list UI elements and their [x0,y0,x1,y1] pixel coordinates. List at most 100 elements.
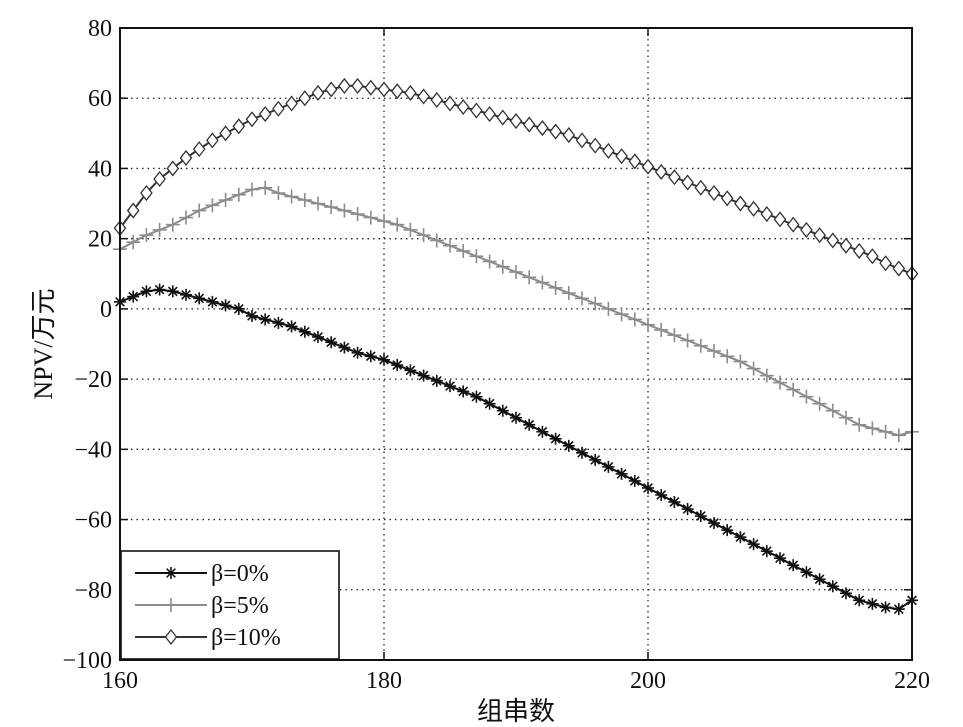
data-point [363,210,378,225]
data-point [642,481,654,494]
data-point [826,232,840,249]
data-point [285,320,298,333]
data-point [469,249,484,264]
data-point [786,216,800,233]
data-point [338,77,351,94]
data-point [232,118,246,135]
legend-item: β=5% [135,593,269,619]
data-point [826,580,839,593]
plot-frame [119,27,913,661]
data-point [337,203,352,218]
data-point [787,559,800,572]
data-point [483,105,496,123]
data-point [668,496,681,508]
data-point [417,88,430,105]
y-axis-label: NPV/万元 [29,288,58,399]
data-point [561,286,576,301]
data-point [536,425,549,438]
data-point [284,189,299,204]
data-point [892,603,905,616]
data-point [219,125,232,142]
data-point [800,566,813,579]
data-point [298,325,311,338]
data-point [364,350,377,363]
data-point [496,109,510,126]
data-point [575,132,589,149]
data-point [523,418,536,431]
data-point [747,538,760,551]
data-point [127,290,140,303]
data-point [258,180,273,195]
data-point [773,211,787,228]
y-tick-label: −80 [74,578,112,604]
y-tick-label: 0 [100,297,112,323]
data-point [457,385,470,398]
data-point [667,328,682,343]
data-point [839,410,853,425]
data-point [140,285,153,298]
data-point [721,524,734,537]
data-point [681,174,694,191]
data-point [852,417,867,432]
data-point [285,95,298,112]
x-tick-label: 160 [102,668,138,694]
data-point [614,307,629,322]
data-point [443,238,457,253]
data-point [825,403,840,418]
data-point [562,439,575,452]
data-point [140,184,153,202]
data-point [734,195,747,212]
data-point [707,184,721,202]
data-point [800,221,813,238]
data-point [655,488,668,501]
data-point [602,460,615,473]
data-point [470,390,483,403]
data-point [297,193,312,208]
data-point [152,222,167,237]
data-point [734,531,747,544]
data-point [693,338,708,353]
data-point [126,202,140,219]
data-point [404,84,417,102]
data-point [298,90,312,107]
y-tick-label: 60 [88,86,112,112]
legend-item: β=0% [135,561,269,587]
data-point [482,254,497,269]
data-point [708,517,720,530]
x-tick-label: 220 [894,668,930,694]
data-point [509,265,523,280]
data-point [615,467,628,480]
data-point [522,116,536,133]
series-layer [113,77,919,616]
data-point [180,288,192,301]
data-point [429,233,444,248]
data-point [377,214,391,229]
data-point [456,243,471,258]
data-point [760,545,773,558]
data-point [350,207,365,222]
data-point [271,186,286,201]
data-point [853,594,866,607]
data-point [218,193,233,208]
data-point [430,91,444,109]
y-tick-label: −20 [74,367,112,393]
data-point [509,112,523,130]
data-point [773,375,787,390]
data-point [496,404,509,417]
data-point [760,206,774,223]
legend-label: β=5% [211,593,269,619]
data-point [324,200,339,215]
data-point [562,127,576,144]
x-tick-label: 180 [366,668,402,694]
data-point [416,228,431,243]
data-point [866,248,879,265]
data-point [549,123,562,140]
data-point [179,210,193,225]
x-axis-label: 组串数 [477,697,555,726]
data-point [166,160,180,177]
data-point [232,302,245,315]
y-tick-label: −100 [62,648,112,674]
data-point [390,83,404,100]
